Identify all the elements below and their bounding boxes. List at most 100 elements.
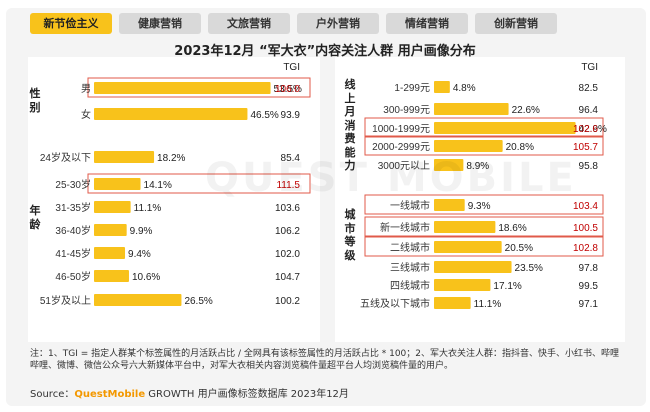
category-label: 24岁及以下	[40, 151, 91, 164]
source-rest: GROWTH 用户画像标签数据库 2023年12月	[145, 389, 349, 400]
bar	[94, 82, 271, 94]
source-prefix: Source：	[30, 389, 75, 400]
highlight-box	[364, 194, 604, 215]
footnote: 注：1、TGI = 指定人群某个标签属性的月活跃占比 / 全网具有该标签属性的月…	[30, 349, 619, 371]
value-label: 9.4%	[128, 249, 151, 260]
value-label: 42.9%	[579, 124, 607, 135]
category-label: 41-45岁	[55, 247, 91, 260]
tgi-value: 103.4	[573, 201, 598, 212]
value-label: 11.1%	[134, 203, 162, 214]
category-label: 三线城市	[390, 261, 430, 274]
source-brand: QuestMobile	[74, 389, 146, 400]
tab-culture-tourism-marketing[interactable]: 文旅营销	[208, 13, 290, 34]
tgi-value: 105.7	[573, 142, 598, 153]
value-label: 23.5%	[515, 263, 543, 274]
category-tabs: 新节俭主义 健康营销 文旅营销 户外营销 情绪营销 创新营销	[30, 13, 557, 34]
group-label-gender: 性别	[29, 87, 41, 114]
value-label: 14.1%	[144, 180, 172, 191]
tgi-value: 96.4	[579, 105, 599, 116]
highlight-box	[364, 236, 604, 257]
highlight-box	[87, 77, 311, 98]
bar	[94, 224, 127, 236]
bar	[434, 199, 465, 211]
highlight-box	[364, 216, 604, 237]
left-chart-panel: 性别 年龄 TGI 男 53.5% 106.0 女 46.5% 93.9 24岁及以下 18.2…	[28, 57, 320, 342]
tab-new-frugalism[interactable]: 新节俭主义	[30, 13, 112, 34]
category-label: 新一线城市	[380, 221, 430, 234]
value-label: 18.6%	[498, 223, 526, 234]
tgi-value: 102.6	[573, 124, 598, 135]
bar	[434, 221, 496, 233]
value-label: 11.1%	[474, 299, 502, 310]
category-label: 25-30岁	[55, 178, 91, 191]
tgi-value: 102.8	[573, 243, 598, 254]
tgi-value: 100.2	[275, 296, 300, 307]
category-label: 46-50岁	[55, 270, 91, 283]
right-bar-chart: TGI 1-299元 4.8% 82.5 300-999元 22.6% 96.4 1000-1…	[360, 62, 607, 310]
value-label: 18.2%	[157, 153, 185, 164]
value-label: 26.5%	[184, 296, 212, 307]
value-label: 22.6%	[512, 105, 540, 116]
source-line: Source：QuestMobile GROWTH 用户画像标签数据库 2023…	[30, 385, 349, 400]
bar	[94, 294, 182, 306]
tgi-value: 106.2	[275, 226, 300, 237]
tgi-value: 97.8	[579, 263, 599, 274]
category-label: 36-40岁	[55, 224, 91, 237]
bar	[434, 297, 471, 309]
bar	[434, 81, 450, 93]
highlight-box	[364, 117, 604, 138]
value-label: 9.9%	[130, 226, 153, 237]
tab-innovation-marketing[interactable]: 创新营销	[475, 13, 557, 34]
tgi-value: 99.5	[579, 281, 599, 292]
tgi-value: 93.9	[281, 110, 301, 121]
value-label: 4.8%	[453, 83, 476, 94]
bar	[434, 159, 464, 171]
tgi-value: 97.1	[579, 299, 599, 310]
category-label: 四线城市	[390, 279, 430, 292]
category-label: 51岁及以上	[40, 294, 91, 307]
bar	[434, 103, 509, 115]
value-label: 9.3%	[468, 201, 491, 212]
tgi-value: 100.5	[573, 223, 598, 234]
tgi-header: TGI	[581, 62, 598, 73]
value-label: 10.6%	[132, 272, 160, 283]
bar	[94, 151, 155, 163]
category-label: 女	[81, 108, 91, 121]
bar	[94, 270, 129, 282]
tgi-value: 104.7	[275, 272, 300, 283]
chart-title: 2023年12月 “军大衣”内容关注人群 用户画像分布	[174, 44, 476, 59]
category-label: 300-999元	[383, 105, 430, 116]
tab-emotion-marketing[interactable]: 情绪营销	[386, 13, 468, 34]
bar	[94, 178, 141, 190]
tgi-value: 111.5	[276, 180, 300, 191]
category-label: 五线及以下城市	[360, 297, 430, 310]
category-label: 31-35岁	[55, 201, 91, 214]
tgi-value: 85.4	[281, 153, 301, 164]
value-label: 46.5%	[250, 110, 278, 121]
bar	[434, 241, 502, 253]
tgi-header: TGI	[283, 62, 300, 73]
value-label: 53.5%	[274, 84, 302, 95]
tgi-value: 82.5	[579, 83, 599, 94]
tab-outdoor-marketing[interactable]: 户外营销	[297, 13, 379, 34]
bar	[434, 261, 512, 273]
highlight-box	[87, 173, 311, 194]
tgi-value: 102.0	[275, 249, 300, 260]
value-label: 20.8%	[506, 142, 534, 153]
bar	[94, 201, 131, 213]
tgi-value: 95.8	[579, 161, 599, 172]
value-label: 8.9%	[466, 161, 489, 172]
bar	[434, 122, 576, 134]
group-label-age: 年龄	[29, 204, 41, 231]
group-label-city-tier: 城市等级	[344, 208, 356, 262]
category-label: 男	[81, 83, 91, 95]
bar	[434, 140, 503, 152]
bar	[94, 108, 248, 120]
value-label: 20.5%	[505, 243, 533, 254]
bar	[434, 279, 491, 291]
value-label: 17.1%	[493, 281, 521, 292]
tab-health-marketing[interactable]: 健康营销	[119, 13, 201, 34]
group-label-spending-power: 线上月消费能力	[344, 78, 356, 172]
category-label: 1-299元	[394, 83, 430, 94]
right-chart-panel: 线上月消费能力 城市等级 TGI 1-299元 4.8% 82.5 300-999元 22…	[335, 57, 625, 342]
